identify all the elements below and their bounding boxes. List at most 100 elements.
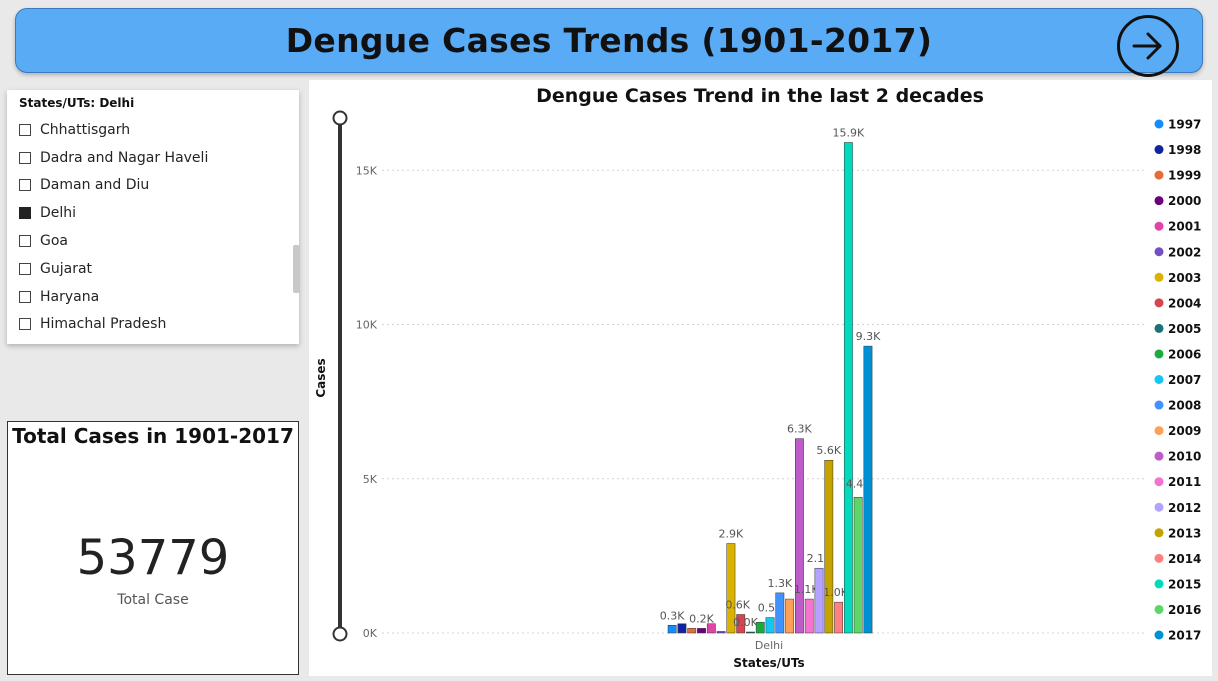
slicer-item[interactable]: Daman and Diu [19, 172, 279, 200]
legend-marker[interactable] [1154, 375, 1164, 384]
slicer-item-label: Goa [40, 233, 68, 250]
legend-marker[interactable] [1154, 196, 1164, 206]
slicer-item[interactable]: Chhattisgarh [19, 116, 279, 144]
legend-item[interactable]: 2000 [1168, 194, 1201, 208]
legend-item[interactable]: 2003 [1168, 271, 1201, 285]
slicer-item[interactable]: Haryana [19, 283, 279, 311]
slicer-item-label: Chhattisgarh [40, 121, 131, 138]
legend-item[interactable]: 2004 [1168, 296, 1201, 310]
legend-item[interactable]: 2001 [1168, 220, 1201, 234]
range-slider-handle[interactable] [332, 626, 348, 642]
bar-1999[interactable] [687, 628, 697, 634]
legend-item[interactable]: 2016 [1168, 603, 1201, 617]
legend-item[interactable]: 1997 [1168, 118, 1201, 132]
legend-item[interactable]: 2010 [1168, 450, 1201, 464]
bar-2005[interactable] [746, 631, 755, 634]
bar-2017[interactable] [863, 345, 873, 634]
slicer-item[interactable]: Himachal Pradesh [19, 311, 279, 339]
bar-2003[interactable] [726, 543, 736, 634]
bar-2011[interactable] [804, 598, 814, 634]
legend-marker[interactable] [1154, 426, 1164, 436]
legend-marker[interactable] [1154, 528, 1164, 538]
legend-marker[interactable] [1154, 579, 1164, 589]
slicer-item-label: Himachal Pradesh [40, 316, 167, 333]
bar-2013[interactable] [824, 459, 834, 634]
bar-1998[interactable] [677, 623, 687, 634]
legend-marker[interactable] [1154, 604, 1164, 614]
legend-item[interactable]: 2013 [1168, 526, 1201, 540]
legend-marker[interactable] [1154, 349, 1164, 359]
legend-marker[interactable] [1154, 272, 1164, 282]
checkbox[interactable] [19, 179, 31, 192]
range-slider-handle[interactable] [332, 110, 348, 126]
legend-marker[interactable] [1154, 298, 1164, 308]
chart-panel: Dengue Cases Trend in the last 2 decades… [309, 80, 1212, 676]
legend-marker[interactable] [1154, 119, 1164, 129]
data-label: 2.9K [719, 528, 744, 541]
legend-marker[interactable] [1154, 451, 1164, 461]
legend-marker[interactable] [1154, 145, 1164, 155]
slicer-item[interactable]: Gujarat [19, 255, 279, 283]
bar-2016[interactable] [853, 497, 863, 634]
bar-2010[interactable] [795, 438, 804, 634]
slicer-list: Chhattisgarh Dadra and Nagar Haveli Dama… [19, 116, 279, 338]
legend-item[interactable]: 2007 [1168, 373, 1201, 387]
slicer-item-label: Delhi [40, 205, 77, 222]
chart-title: Dengue Cases Trend in the last 2 decades [536, 85, 984, 107]
legend-marker[interactable] [1154, 400, 1164, 410]
slicer-item[interactable]: Dadra and Nagar Haveli [19, 144, 279, 172]
y-tick-label: 5K [363, 473, 378, 486]
legend-item[interactable]: 1998 [1168, 143, 1201, 157]
bar-2015[interactable] [843, 142, 853, 634]
legend-marker[interactable] [1154, 221, 1164, 231]
bar-2002[interactable] [716, 631, 726, 634]
slicer-item[interactable]: Delhi [19, 199, 279, 227]
bar-2012[interactable] [814, 567, 824, 634]
legend-item[interactable]: 2017 [1168, 629, 1201, 643]
legend-marker[interactable] [1154, 323, 1164, 333]
legend-item[interactable]: 2008 [1168, 399, 1201, 413]
y-tick-label: 15K [356, 164, 378, 177]
legend-item[interactable]: 2015 [1168, 577, 1201, 591]
bar-2014[interactable] [834, 601, 843, 634]
y-axis-title: Cases [314, 358, 328, 397]
bar-2001[interactable] [706, 623, 716, 634]
y-tick-label: 0K [363, 627, 378, 640]
legend-item[interactable]: 2009 [1168, 424, 1201, 438]
legend-item[interactable]: 2012 [1168, 501, 1201, 515]
legend-marker[interactable] [1154, 247, 1164, 257]
slicer-item[interactable]: Goa [19, 227, 279, 255]
data-label: 0.2K [689, 612, 714, 625]
bar-1997[interactable] [667, 625, 677, 634]
checkbox[interactable] [19, 151, 31, 164]
state-slicer: States/UTs: Delhi Chhattisgarh Dadra and… [7, 90, 300, 344]
arrow-right-icon [1132, 32, 1162, 60]
legend-item[interactable]: 2002 [1168, 245, 1201, 259]
data-label: 0.0K [733, 616, 758, 629]
legend-item[interactable]: 2006 [1168, 347, 1201, 361]
slicer-item-label: Dadra and Nagar Haveli [40, 149, 209, 166]
checkbox[interactable] [19, 207, 31, 220]
legend-marker[interactable] [1154, 553, 1164, 563]
slicer-scrollbar[interactable] [293, 245, 300, 293]
legend-item[interactable]: 1999 [1168, 169, 1201, 183]
checkbox[interactable] [19, 123, 31, 136]
bar-2000[interactable] [697, 628, 706, 634]
legend-marker[interactable] [1154, 630, 1164, 640]
bar-2004[interactable] [736, 614, 746, 634]
legend-item[interactable]: 2014 [1168, 552, 1201, 566]
legend-marker[interactable] [1154, 477, 1164, 487]
next-page-button[interactable] [1117, 15, 1179, 77]
checkbox[interactable] [19, 290, 31, 303]
legend-marker[interactable] [1154, 502, 1164, 512]
checkbox[interactable] [19, 235, 31, 248]
checkbox[interactable] [19, 318, 31, 331]
bar-2008[interactable] [775, 592, 785, 634]
legend-marker[interactable] [1154, 170, 1164, 180]
bar-2007[interactable] [765, 617, 775, 634]
bar-2006[interactable] [755, 621, 765, 634]
checkbox[interactable] [19, 262, 31, 275]
bar-2009[interactable] [785, 598, 795, 634]
legend-item[interactable]: 2011 [1168, 475, 1201, 489]
legend-item[interactable]: 2005 [1168, 322, 1201, 336]
